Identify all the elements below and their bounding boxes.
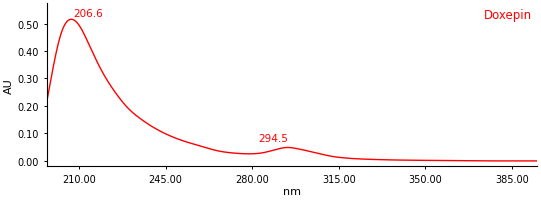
Text: 206.6: 206.6 <box>73 9 103 19</box>
X-axis label: nm: nm <box>283 186 301 196</box>
Text: 294.5: 294.5 <box>259 133 288 143</box>
Text: Doxepin: Doxepin <box>484 9 532 22</box>
Y-axis label: AU: AU <box>4 77 14 93</box>
